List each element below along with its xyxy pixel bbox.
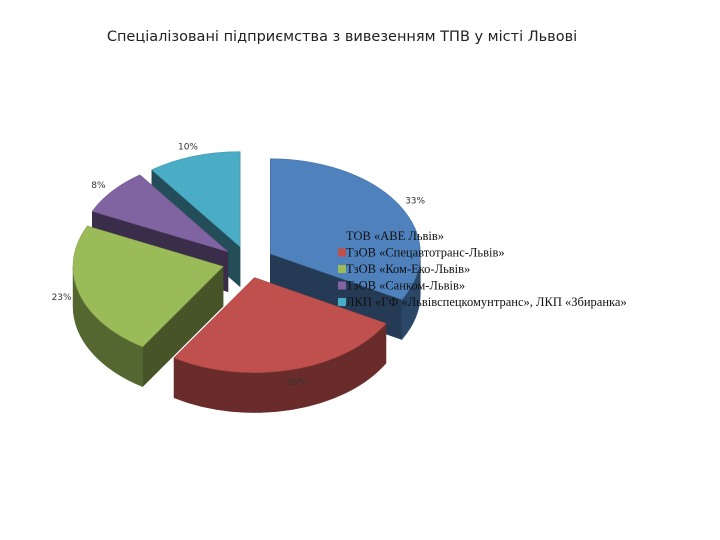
legend-swatch-3 <box>338 265 346 273</box>
data-label-1: 33% <box>405 197 425 207</box>
data-label-4: 8% <box>91 181 106 191</box>
legend-label-5: ЛКП «ГФ «Львівспецкомунтранс», ЛКП «Збир… <box>346 295 627 309</box>
chart-title: Спеціалізовані підприємства з вивезенням… <box>107 29 577 45</box>
legend-label-1: ТОВ «АВЕ Львів» <box>346 229 444 243</box>
legend-swatch-4 <box>338 281 346 290</box>
legend: ТОВ «АВЕ Львів» ТзОВ «Спецавтотранс-Львів… <box>338 229 627 309</box>
legend-item-5: ЛКП «ГФ «Львівспецкомунтранс», ЛКП «Збир… <box>338 295 627 309</box>
data-label-5: 10% <box>178 142 198 152</box>
legend-item-3: ТзОВ «Ком-Еко-Львів» <box>338 262 470 276</box>
legend-label-4: ТзОВ «Санком-Львів» <box>346 279 465 293</box>
legend-swatch-5 <box>338 298 346 306</box>
legend-label-3: ТзОВ «Ком-Еко-Львів» <box>346 262 470 276</box>
legend-swatch-2 <box>338 248 346 257</box>
legend-item-4: ТзОВ «Санком-Львів» <box>338 279 465 293</box>
data-label-3: 23% <box>52 293 72 303</box>
pie-slice-2 <box>173 277 387 413</box>
legend-item-2: ТзОВ «Спецавтотранс-Львів» <box>338 246 505 260</box>
legend-item-1: ТОВ «АВЕ Львів» <box>338 229 444 243</box>
legend-swatch-1 <box>338 232 346 240</box>
data-label-2: 26% <box>286 378 306 388</box>
legend-label-2: ТзОВ «Спецавтотранс-Львів» <box>346 246 505 260</box>
pie-slice-3 <box>72 225 224 388</box>
percent-labels: 33% 26% 23% 8% 10% <box>52 142 426 387</box>
pie-group <box>72 151 421 413</box>
